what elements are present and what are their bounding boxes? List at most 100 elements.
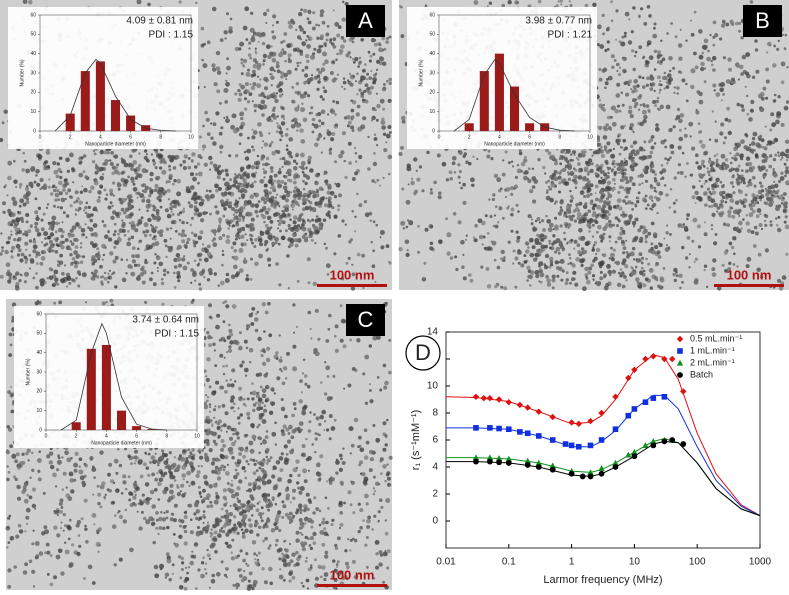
nanoparticle	[154, 188, 158, 192]
nanoparticle	[644, 141, 647, 144]
nanoparticle	[610, 253, 615, 258]
nanoparticle	[245, 224, 249, 228]
nanoparticle	[657, 250, 661, 254]
nanoparticle	[712, 56, 717, 61]
nanoparticle	[178, 233, 181, 236]
nanoparticle	[645, 240, 648, 243]
nanoparticle	[286, 254, 290, 258]
nanoparticle	[617, 135, 619, 137]
nanoparticle	[753, 132, 758, 137]
nanoparticle	[220, 281, 225, 286]
nanoparticle	[659, 89, 662, 92]
nanoparticle	[738, 165, 741, 168]
nanoparticle	[632, 6, 635, 9]
bar	[66, 114, 75, 131]
nanoparticle	[764, 156, 768, 160]
nanoparticle	[560, 206, 562, 208]
nanoparticle	[611, 257, 615, 261]
nanoparticle	[386, 37, 389, 40]
nanoparticle	[83, 209, 85, 211]
x-tick-label: 0	[438, 134, 441, 140]
nanoparticle	[593, 204, 597, 208]
nanoparticle	[560, 3, 562, 5]
nanoparticle	[556, 4, 559, 7]
nanoparticle	[305, 206, 310, 211]
nanoparticle	[621, 172, 624, 175]
nanoparticle	[673, 125, 676, 128]
nanoparticle	[639, 156, 642, 159]
nanoparticle	[309, 168, 314, 173]
nanoparticle	[584, 267, 588, 271]
nanoparticle	[160, 206, 163, 209]
nanoparticle	[96, 199, 100, 203]
nanoparticle	[168, 247, 173, 252]
nanoparticle	[222, 250, 224, 252]
nanoparticle	[234, 92, 237, 95]
nanoparticle	[569, 190, 571, 192]
nanoparticle	[48, 178, 50, 180]
nanoparticle	[660, 40, 662, 42]
nanoparticle	[704, 265, 707, 268]
nanoparticle	[356, 73, 359, 76]
nanoparticle	[647, 232, 651, 236]
nanoparticle	[778, 216, 781, 219]
nanoparticle	[186, 222, 188, 224]
nanoparticle	[297, 65, 299, 67]
nanoparticle	[249, 57, 252, 60]
nanoparticle	[746, 157, 750, 161]
nanoparticle	[154, 238, 157, 241]
nanoparticle	[146, 204, 151, 209]
nanoparticle	[737, 182, 741, 186]
nanoparticle	[56, 175, 60, 179]
nanoparticle	[666, 105, 671, 110]
nanoparticle	[93, 223, 98, 228]
nanoparticle	[168, 168, 171, 171]
nanoparticle	[64, 182, 68, 186]
nanoparticle	[687, 236, 691, 240]
nanoparticle	[238, 173, 241, 176]
nanoparticle	[296, 174, 300, 178]
nanoparticle	[692, 195, 696, 199]
nanoparticle	[283, 175, 286, 178]
nanoparticle	[620, 125, 624, 129]
nanoparticle	[158, 199, 161, 202]
nanoparticle	[549, 247, 552, 250]
nanoparticle	[15, 282, 19, 286]
nanoparticle	[579, 259, 584, 264]
nanoparticle	[682, 152, 685, 155]
nanoparticle	[195, 2, 197, 4]
nanoparticle	[171, 220, 175, 224]
nanoparticle	[616, 224, 619, 227]
nanoparticle	[296, 82, 299, 85]
nanoparticle	[221, 169, 224, 172]
nanoparticle	[693, 52, 697, 56]
nanoparticle	[320, 34, 324, 38]
nanoparticle	[691, 68, 696, 73]
nanoparticle	[290, 204, 295, 209]
nanoparticle	[7, 209, 11, 213]
x-tick-label: 2	[468, 134, 471, 140]
nanoparticle	[459, 182, 461, 184]
nanoparticle	[335, 46, 337, 48]
nanoparticle	[209, 213, 212, 216]
nanoparticle	[492, 198, 495, 201]
nanoparticle	[298, 12, 302, 16]
nanoparticle	[636, 149, 640, 153]
nanoparticle	[670, 78, 672, 80]
nanoparticle	[144, 150, 147, 153]
nanoparticle	[742, 55, 747, 60]
nanoparticle	[317, 80, 321, 84]
nanoparticle	[127, 176, 130, 179]
nanoparticle	[261, 113, 265, 117]
nanoparticle	[634, 89, 638, 93]
nanoparticle	[302, 585, 305, 588]
nanoparticle	[312, 118, 316, 122]
nanoparticle	[277, 184, 282, 189]
nanoparticle	[230, 18, 233, 21]
nanoparticle	[176, 253, 180, 257]
nanoparticle	[167, 214, 172, 219]
nanoparticle	[334, 22, 339, 27]
nanoparticle	[118, 188, 121, 191]
nanoparticle	[206, 212, 208, 214]
nanoparticle	[458, 176, 461, 179]
